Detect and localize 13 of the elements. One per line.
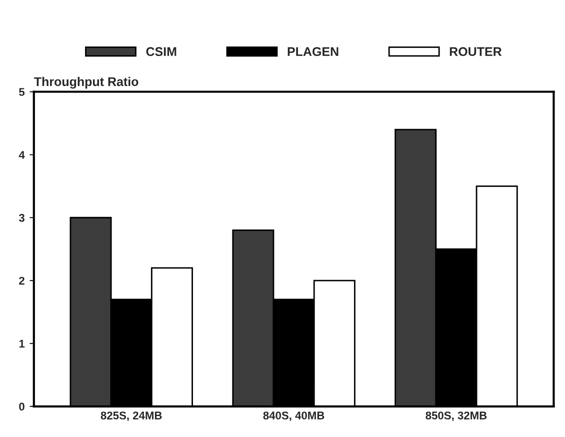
y-tick-label: 0 [19, 402, 24, 411]
x-tick-label: 825S, 24MB [100, 412, 162, 422]
y-tick-label: 2 [19, 276, 24, 285]
y-tick-label: 3 [18, 214, 24, 222]
x-tick-label: 850S, 32MB [426, 412, 487, 422]
legend-label: ROUTER [450, 47, 502, 56]
y-tick-label: 4 [18, 151, 25, 159]
y-tick-label: 1 [19, 340, 25, 348]
y-tick-label: 5 [19, 88, 25, 96]
y-axis-title: Throughput Ratio [34, 76, 138, 89]
legend-label: PLAGEN [288, 47, 338, 56]
legend-label: CSIM [146, 47, 176, 56]
x-tick-label: 840S, 40MB [263, 412, 324, 422]
